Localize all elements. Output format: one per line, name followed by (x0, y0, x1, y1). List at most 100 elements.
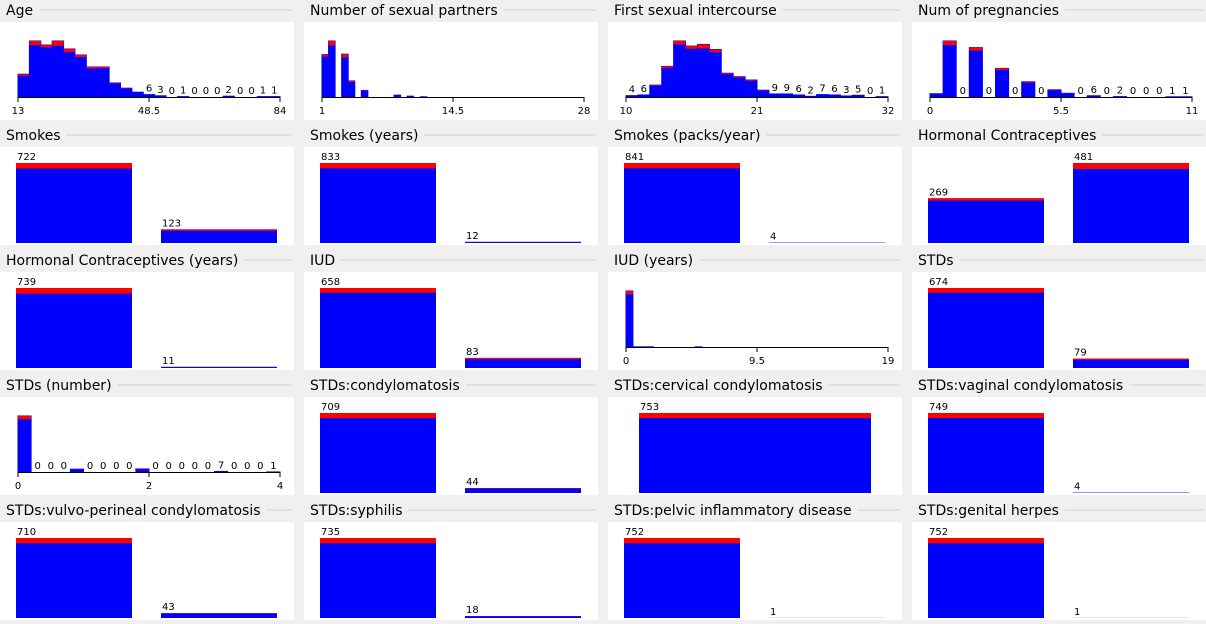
count-label: 9 (784, 83, 790, 94)
count-label: 9 (772, 83, 778, 94)
bar (720, 72, 734, 98)
panel-title: STDs (number) (6, 378, 112, 394)
plot-background (304, 22, 598, 120)
attribute-panel: IUD 658 83 (304, 253, 598, 370)
bar-top (928, 288, 1044, 293)
attribute-panel: STDs:syphilis 735 18 (304, 503, 598, 620)
attribute-panel: Smokes (packs/year) 841 4 (608, 128, 902, 245)
count-label: 0 (1104, 86, 1110, 97)
count-label: 11 (162, 356, 175, 367)
bar-top (928, 198, 1044, 201)
bar-top (1021, 81, 1035, 83)
bar-top (1073, 358, 1189, 360)
count-label: 658 (321, 277, 340, 288)
bar (661, 65, 675, 98)
count-label: 43 (162, 602, 175, 613)
count-label: 0 (1038, 86, 1044, 97)
count-label: 4 (1074, 482, 1080, 493)
count-label: 841 (625, 152, 644, 163)
attribute-panel: IUD (years) 0 9.5 19 (608, 253, 902, 370)
bar-top (322, 54, 329, 57)
plot-background (912, 22, 1206, 120)
bar (393, 94, 402, 98)
panel-title: Age (6, 3, 33, 19)
bar (625, 290, 634, 348)
plot-background (608, 272, 902, 370)
bar (744, 79, 758, 98)
bar-top (697, 44, 710, 49)
bar (637, 94, 651, 98)
bar (465, 357, 581, 368)
panel-title: STDs:genital herpes (918, 503, 1059, 519)
bar (827, 94, 841, 98)
panel-title: First sexual intercourse (614, 3, 777, 19)
bar (624, 538, 740, 618)
bar (320, 163, 436, 243)
count-label: 0 (203, 86, 209, 97)
tick-label: 21 (751, 106, 764, 117)
count-label: 1 (879, 86, 885, 97)
bar-top (685, 46, 698, 49)
attribute-panel: STDs:vulvo-perineal condylomatosis 710 43 (0, 503, 294, 620)
count-label: 0 (126, 461, 132, 472)
bar (16, 288, 132, 368)
bar (732, 76, 746, 98)
bar (161, 613, 277, 618)
count-label: 18 (466, 605, 479, 616)
bar (161, 229, 277, 243)
bar-top (943, 41, 957, 46)
plot-background (608, 22, 902, 120)
bar-top (161, 229, 277, 231)
bar (85, 66, 99, 98)
count-label: 0 (1130, 86, 1136, 97)
bar-top (341, 54, 349, 58)
count-label: 752 (625, 527, 644, 538)
bar (768, 93, 782, 98)
count-label: 0 (113, 461, 119, 472)
tick-label: 2 (146, 481, 152, 492)
count-label: 735 (321, 527, 340, 538)
bar (17, 73, 30, 98)
bar (1073, 163, 1189, 243)
count-label: 1 (270, 461, 276, 472)
panel-title: Smokes (packs/year) (614, 128, 761, 144)
count-label: 1 (180, 86, 186, 97)
attribute-panel: Number of sexual partners 1 14.5 28 (304, 3, 598, 120)
bar-top (97, 67, 110, 69)
attribute-panel: STDs:vaginal condylomatosis 749 4 (912, 378, 1206, 495)
bar-top (320, 163, 436, 169)
bar (1086, 95, 1101, 98)
count-label: 4 (770, 232, 776, 243)
count-label: 4 (629, 85, 635, 96)
panel-title: Smokes (years) (310, 128, 419, 144)
count-label: 0 (1156, 86, 1162, 97)
count-label: 123 (162, 218, 181, 229)
count-label: 83 (466, 347, 479, 358)
bar-top (16, 538, 132, 544)
bar (995, 67, 1010, 98)
tick-label: 14.5 (442, 106, 464, 117)
tick-label: 19 (882, 356, 895, 367)
bar-top (29, 41, 41, 45)
panel-title: Hormonal Contraceptives (years) (6, 253, 238, 269)
count-label: 5 (855, 84, 861, 95)
count-label: 0 (169, 86, 175, 97)
count-label: 833 (321, 152, 340, 163)
count-label: 1 (1169, 86, 1175, 97)
bar (69, 468, 85, 473)
count-label: 7 (218, 460, 224, 471)
count-label: 0 (1077, 86, 1083, 97)
bar (320, 538, 436, 618)
bar (131, 91, 144, 98)
bar (839, 95, 853, 98)
bar-top (626, 291, 633, 295)
count-label: 0 (244, 461, 250, 472)
panel-title: STDs (918, 253, 954, 269)
count-label: 6 (146, 84, 152, 95)
attribute-panel: STDs:cervical condylomatosis 753 (608, 378, 902, 495)
bar (696, 43, 710, 98)
count-label: 739 (17, 277, 36, 288)
